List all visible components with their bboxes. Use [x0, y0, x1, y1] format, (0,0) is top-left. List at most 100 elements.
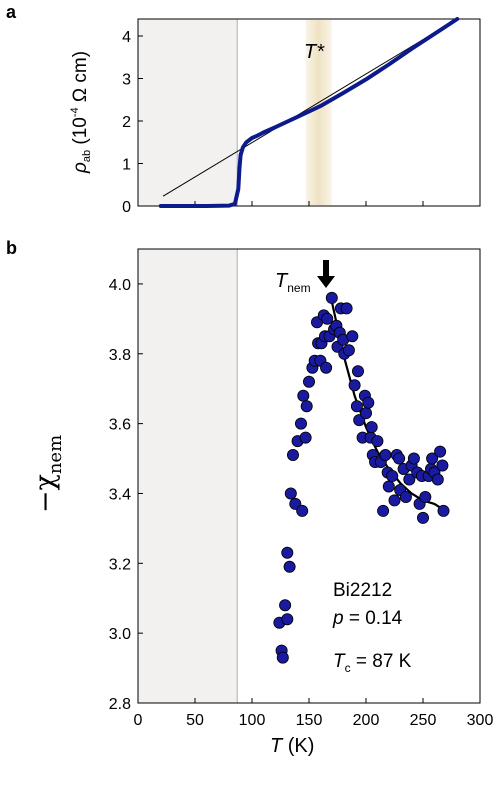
superconducting-region-shade: [138, 249, 238, 703]
panel-b-ytick-label: 4.0: [109, 277, 131, 294]
data-point: [325, 291, 338, 304]
linear-extrapolation-line: [162, 18, 458, 197]
panel-b-ytick-label: 3.8: [109, 347, 131, 364]
data-point: [294, 417, 307, 430]
data-point: [299, 431, 312, 444]
panel-a-resistivity: a 0 1 2 3 4 T* ρab (10-4 Ω cm): [6, 2, 481, 216]
data-point: [431, 473, 444, 486]
rho-exponent: -4: [69, 107, 81, 117]
data-point: [346, 330, 359, 343]
panel-b-ylabel: −χnem: [30, 435, 66, 513]
tnem-T: T: [275, 270, 289, 292]
data-point: [371, 435, 384, 448]
data-point: [302, 375, 315, 388]
data-point: [416, 511, 429, 524]
panel-b-letter: b: [6, 238, 17, 258]
data-point: [379, 448, 392, 461]
xlabel-unit: (K): [282, 735, 314, 757]
panel-b-xtick-label: 150: [296, 712, 323, 729]
panel-b-xtick-label: 200: [353, 712, 380, 729]
panel-a-ytick-label: 1: [122, 157, 131, 174]
data-point: [276, 651, 289, 664]
data-point: [284, 487, 297, 500]
data-point: [386, 469, 399, 482]
data-point: [419, 490, 432, 503]
rho-units: Ω cm): [70, 51, 91, 107]
panel-b-xtick-label: 100: [239, 712, 266, 729]
data-point: [300, 400, 313, 413]
data-point: [281, 546, 294, 559]
panel-b-background: [138, 249, 238, 703]
data-point: [283, 560, 296, 573]
data-point: [407, 452, 420, 465]
panel-b-xlabel: T (K): [270, 735, 314, 757]
doping-value: = 0.14: [344, 608, 403, 629]
chi-symbol: −χ: [30, 474, 61, 513]
data-point: [286, 448, 299, 461]
rho-units-open: (10: [70, 117, 91, 150]
data-point: [297, 389, 310, 402]
data-point: [437, 504, 450, 517]
panel-b-ytick-label: 3.2: [109, 556, 131, 573]
data-point: [320, 361, 333, 374]
tnem-label: Tnem: [275, 270, 311, 295]
data-point: [403, 473, 416, 486]
data-point: [359, 407, 372, 420]
data-point: [296, 504, 309, 517]
panel-b-xtick-label: 0: [134, 712, 143, 729]
panel-a-letter: a: [6, 2, 17, 22]
panel-a-curves: [158, 17, 460, 208]
data-point: [340, 302, 353, 315]
tnem-subscript: nem: [287, 281, 310, 295]
panel-a-ytick-label: 2: [122, 114, 131, 131]
rho-subscript: ab: [81, 150, 93, 162]
data-point: [362, 396, 375, 409]
data-point: [382, 480, 395, 493]
data-point: [426, 452, 439, 465]
data-point: [281, 613, 294, 626]
data-point: [399, 490, 412, 503]
data-point: [434, 445, 447, 458]
data-point: [350, 400, 363, 413]
panel-a-ytick-label: 3: [122, 72, 131, 89]
panel-b-ticks: 2.8 3.0 3.2 3.4 3.6 3.8 4.0 0 50 100 150 200 250 300: [109, 277, 494, 729]
tc-subscript: c: [345, 661, 351, 675]
data-point: [436, 459, 449, 472]
panel-b-xtick-label: 50: [186, 712, 204, 729]
xlabel-T: T: [270, 735, 284, 757]
material-label: Bi2212: [333, 580, 392, 601]
panel-b-xtick-label: 250: [410, 712, 437, 729]
superconducting-region-shade: [138, 19, 238, 206]
tnem-arrow-icon: [317, 260, 335, 288]
tc-value: = 87 K: [351, 651, 412, 672]
panel-b-ytick-label: 3.6: [109, 417, 131, 434]
data-point: [279, 599, 292, 612]
panel-b-data-points: [273, 291, 450, 664]
doping-p: p: [332, 608, 344, 629]
panel-b-ytick-label: 3.0: [109, 626, 131, 643]
data-point: [393, 452, 406, 465]
panel-b-nematic-susceptibility: b 2.8 3.0 3.2 3.4 3.6 3.8 4.0 0 50 100 150 200 250 30…: [6, 238, 493, 757]
rho-symbol: ρ: [70, 162, 91, 174]
resistivity-curve: [158, 17, 460, 208]
panel-a-ylabel: ρab (10-4 Ω cm): [69, 51, 93, 174]
data-point: [321, 312, 334, 325]
panel-b-ytick-label: 2.8: [109, 696, 131, 713]
tc-T: T: [333, 651, 346, 672]
data-point: [365, 421, 378, 434]
panel-b-xtick-label: 300: [467, 712, 494, 729]
data-point: [377, 504, 390, 517]
tstar-label: T*: [304, 41, 325, 63]
doping-label: p = 0.14: [332, 608, 403, 629]
data-point: [351, 365, 364, 378]
data-point: [342, 344, 355, 357]
panel-a-y-ticks: 0 1 2 3 4: [122, 29, 481, 216]
data-point: [388, 494, 401, 507]
panel-a-ytick-label: 0: [122, 199, 131, 216]
panel-b-ytick-label: 3.4: [109, 486, 131, 503]
tc-label: Tc = 87 K: [333, 651, 412, 675]
data-point: [348, 379, 361, 392]
chi-subscript: nem: [45, 435, 66, 474]
panel-a-ytick-label: 4: [122, 29, 131, 46]
